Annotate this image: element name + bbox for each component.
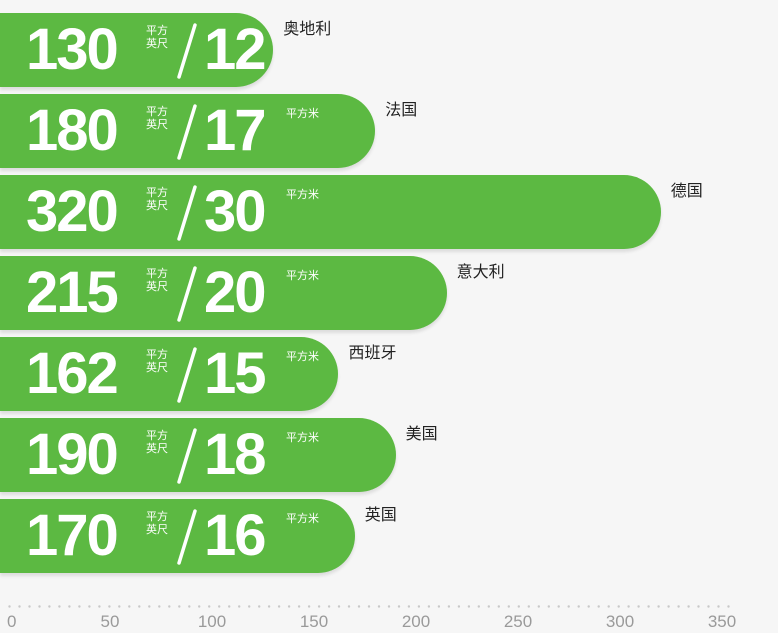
value-sqft-label: 320: [26, 179, 119, 244]
slash-separator: [177, 266, 197, 322]
value-sqft-label: 180: [26, 98, 119, 163]
value-sqft-label: 130: [26, 17, 119, 82]
value-sqm-label: 18: [204, 422, 266, 487]
unit-sqft-label: 平方 英尺: [146, 267, 168, 293]
x-tick-label: 350: [707, 612, 737, 631]
x-tick-label: 100: [197, 612, 227, 631]
bar-3: 215 平方 英尺 20 平方米: [0, 256, 447, 330]
x-tick-label: 300: [605, 612, 635, 631]
category-label: 美国: [405, 424, 438, 443]
category-label: 意大利: [456, 262, 505, 281]
bar-4: 162 平方 英尺 15 平方米: [0, 337, 339, 411]
slash-separator: [177, 104, 197, 160]
value-sqm-label: 30: [204, 179, 266, 244]
value-sqm-label: 16: [204, 503, 266, 568]
x-axis-dotted-line: [8, 605, 730, 608]
unit-sqft-label: 平方 英尺: [146, 348, 168, 374]
category-label: 西班牙: [348, 343, 397, 362]
unit-sqft-label: 平方 英尺: [146, 186, 168, 212]
x-tick-label: 150: [299, 612, 329, 631]
slash-separator: [177, 509, 197, 565]
unit-sqm-label: 平方米: [286, 26, 319, 39]
value-sqft-label: 170: [26, 503, 119, 568]
value-sqm-label: 12: [204, 17, 266, 82]
bar-1: 180 平方 英尺 17 平方米: [0, 94, 376, 168]
unit-sqm-label: 平方米: [286, 188, 319, 201]
slash-separator: [177, 185, 197, 241]
value-sqft-label: 215: [26, 260, 119, 325]
category-label: 英国: [364, 505, 397, 524]
value-sqm-label: 17: [204, 98, 266, 163]
x-tick-label: 250: [503, 612, 533, 631]
value-sqm-label: 20: [204, 260, 266, 325]
slash-separator: [177, 347, 197, 403]
unit-sqft-label: 平方 英尺: [146, 429, 168, 455]
unit-sqm-label: 平方米: [286, 350, 319, 363]
unit-sqft-label: 平方 英尺: [146, 510, 168, 536]
x-tick-label: 0: [7, 612, 17, 631]
bar-5: 190 平方 英尺 18 平方米: [0, 418, 396, 492]
unit-sqm-label: 平方米: [286, 107, 319, 120]
unit-sqft-label: 平方 英尺: [146, 24, 168, 50]
value-sqft-label: 190: [26, 422, 119, 487]
unit-sqm-label: 平方米: [286, 431, 319, 444]
bar-0: 130 平方 英尺 12 平方米: [0, 13, 319, 87]
unit-sqm-label: 平方米: [286, 512, 319, 525]
bar-2: 320 平方 英尺 30 平方米: [0, 175, 661, 249]
category-label: 奥地利: [283, 19, 332, 38]
unit-sqft-label: 平方 英尺: [146, 105, 168, 131]
unit-sqm-label: 平方米: [286, 269, 319, 282]
x-tick-label: 50: [100, 612, 120, 631]
category-label: 德国: [670, 181, 703, 200]
category-label: 法国: [385, 100, 418, 119]
slash-separator: [177, 428, 197, 484]
value-sqm-label: 15: [204, 341, 266, 406]
slash-separator: [177, 23, 197, 79]
bar-6: 170 平方 英尺 16 平方米: [0, 499, 355, 573]
x-tick-label: 200: [401, 612, 431, 631]
value-sqft-label: 162: [26, 341, 119, 406]
